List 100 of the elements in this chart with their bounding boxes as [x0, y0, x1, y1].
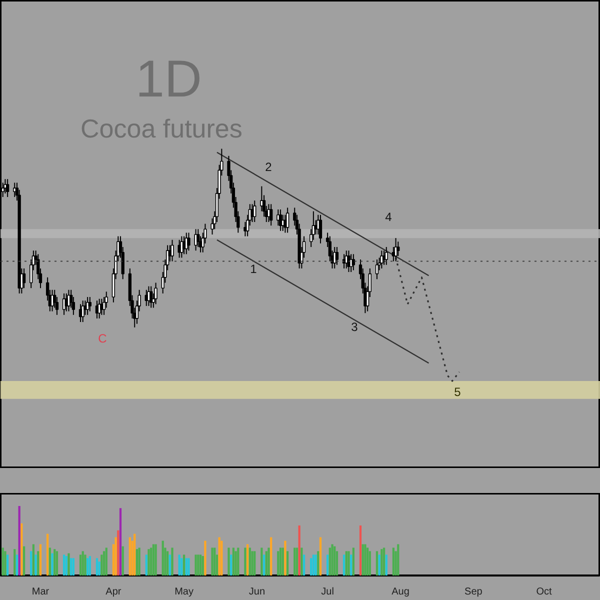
x-tick-label: Aug — [392, 586, 410, 598]
bar — [145, 554, 148, 576]
bar — [317, 551, 320, 576]
bar — [220, 540, 223, 576]
x-tick-label: May — [174, 586, 194, 598]
bar — [366, 548, 369, 576]
bar — [84, 554, 86, 576]
bar — [277, 551, 280, 576]
bar — [294, 548, 296, 576]
bar — [70, 558, 72, 576]
bar — [352, 548, 354, 576]
bar — [214, 548, 216, 576]
bar — [232, 548, 234, 576]
bar — [211, 548, 214, 576]
bar — [204, 540, 206, 576]
bar — [310, 558, 312, 576]
bar — [380, 549, 383, 576]
annotation: 4 — [385, 210, 392, 224]
bar — [39, 544, 42, 576]
bar — [268, 548, 270, 576]
bar — [134, 534, 136, 576]
text: 5 — [454, 385, 462, 399]
bar — [148, 549, 150, 576]
bar — [246, 544, 249, 576]
bar — [154, 544, 157, 576]
bar — [378, 554, 380, 576]
bar — [82, 551, 84, 576]
bar — [265, 551, 268, 576]
bar — [202, 556, 204, 576]
candlestick — [352, 254, 356, 271]
bar — [300, 548, 303, 576]
bar — [376, 551, 378, 576]
bar — [302, 554, 306, 576]
candlestick — [380, 250, 384, 269]
bar — [180, 558, 183, 576]
bar — [182, 554, 186, 576]
bar — [105, 548, 108, 576]
candlestick — [98, 298, 101, 319]
bar — [114, 537, 117, 576]
bar — [56, 551, 58, 576]
annotation: 3 — [351, 320, 358, 334]
bar — [188, 558, 190, 576]
candlestick — [375, 259, 379, 280]
candlestick — [88, 296, 92, 312]
x-tick-label: Mar — [32, 586, 50, 598]
bar — [326, 554, 329, 576]
bar — [382, 548, 386, 576]
bar — [328, 548, 331, 576]
annotation: 1 — [250, 262, 258, 276]
bar — [72, 558, 74, 576]
candlestick — [170, 239, 174, 262]
bar — [350, 554, 352, 576]
bar — [86, 558, 89, 576]
bar — [122, 546, 124, 576]
bar — [230, 554, 232, 576]
x-tick-label: Apr — [106, 586, 122, 598]
bar — [397, 544, 400, 576]
bar — [254, 551, 256, 576]
annotation: 2 — [265, 160, 272, 174]
candlestick — [394, 238, 398, 262]
bar — [79, 554, 82, 576]
bar — [248, 548, 251, 576]
bar — [342, 554, 346, 576]
x-tick-label: Jul — [321, 586, 334, 598]
bar — [364, 544, 366, 576]
bar — [244, 548, 246, 576]
bar — [298, 525, 300, 576]
bar — [362, 544, 364, 576]
bar — [331, 544, 334, 576]
bar — [237, 548, 240, 576]
bar — [385, 554, 388, 576]
bar — [117, 530, 120, 576]
bar — [392, 548, 394, 576]
bar — [270, 537, 272, 576]
bar — [334, 546, 336, 576]
bar — [48, 548, 51, 576]
bar — [185, 558, 188, 576]
bar — [234, 551, 237, 576]
bar — [368, 551, 371, 576]
bar — [88, 556, 91, 576]
bar — [319, 537, 322, 576]
bar — [68, 553, 70, 576]
candlestick — [335, 246, 339, 266]
bar — [228, 548, 230, 576]
bar — [54, 549, 56, 576]
bar — [65, 556, 68, 576]
candlestick — [187, 232, 190, 252]
bar — [218, 537, 220, 576]
bar — [166, 551, 169, 576]
bar — [136, 549, 138, 576]
bar — [282, 548, 284, 576]
bar — [194, 554, 197, 576]
bar — [251, 551, 254, 576]
bar — [345, 551, 348, 576]
bar — [138, 548, 140, 576]
bar — [348, 551, 350, 576]
bar — [162, 540, 164, 576]
bar — [178, 554, 180, 576]
text: C — [98, 332, 108, 346]
bar — [262, 554, 266, 576]
